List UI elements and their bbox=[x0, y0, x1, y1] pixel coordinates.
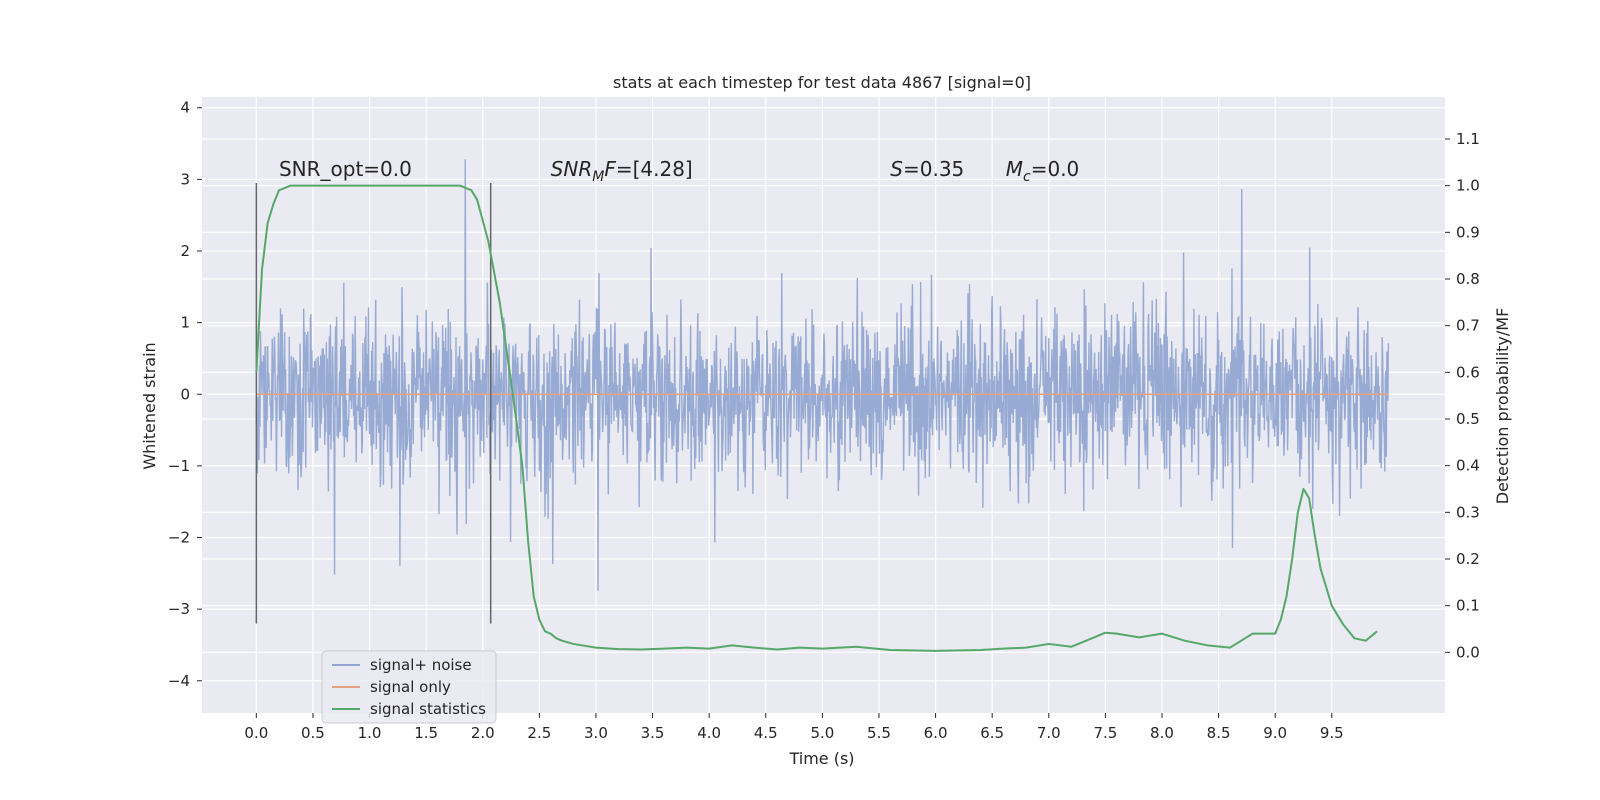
y-tick-label: 3 bbox=[180, 170, 190, 188]
x-tick-label: 9.5 bbox=[1320, 724, 1344, 742]
y-right-tick-label: 0.3 bbox=[1456, 503, 1480, 521]
y-tick-label: 4 bbox=[180, 99, 190, 117]
x-tick-label: 7.5 bbox=[1093, 724, 1117, 742]
y-tick-label: 0 bbox=[180, 385, 190, 403]
y-tick-label: −3 bbox=[168, 600, 190, 618]
x-tick-label: 5.0 bbox=[810, 724, 834, 742]
annotation-snr-mf: SNRMF=[4.28] bbox=[551, 157, 693, 185]
x-axis-ticks: 0.0 0.5 1.0 1.5 2.0 2.5 3.0 3.5 4.0 4.5 5.0 5.5 6.0 6… bbox=[244, 713, 1344, 742]
legend-box bbox=[321, 650, 497, 724]
y-axis-ticks: −4 −3 −2 −1 0 1 2 3 4 bbox=[168, 99, 202, 690]
y-right-tick-label: 1.0 bbox=[1456, 177, 1480, 195]
signal-plus-noise-line bbox=[255, 159, 1390, 591]
y-tick-label: 2 bbox=[180, 242, 190, 260]
x-tick-label: 8.5 bbox=[1207, 724, 1231, 742]
annotations: SNR_opt=0.0 SNRMF=[4.28] S=0.35 Mc=0.0 bbox=[279, 157, 1079, 185]
x-tick-label: 6.0 bbox=[924, 724, 948, 742]
y-right-tick-label: 0.9 bbox=[1456, 223, 1480, 241]
y-right-tick-label: 0.7 bbox=[1456, 317, 1480, 335]
y-right-tick-label: 0.5 bbox=[1456, 410, 1480, 428]
y-right-tick-label: 0.2 bbox=[1456, 550, 1480, 568]
series-signal-statistics bbox=[255, 184, 1378, 652]
x-tick-label: 3.0 bbox=[584, 724, 608, 742]
x-tick-label: 1.0 bbox=[358, 724, 382, 742]
y-tick-label: −2 bbox=[168, 529, 190, 547]
signal-statistics-line bbox=[255, 184, 1378, 652]
x-tick-label: 2.5 bbox=[527, 724, 551, 742]
y-right-tick-label: 0.0 bbox=[1456, 643, 1480, 661]
x-tick-label: 8.0 bbox=[1150, 724, 1174, 742]
annotation-mc: Mc=0.0 bbox=[1006, 157, 1080, 185]
y-tick-label: 1 bbox=[180, 314, 190, 332]
y-right-tick-label: 0.6 bbox=[1456, 363, 1480, 381]
y-axis-label: Whitened strain bbox=[140, 342, 159, 469]
x-tick-label: 7.0 bbox=[1037, 724, 1061, 742]
x-tick-label: 4.0 bbox=[697, 724, 721, 742]
x-tick-label: 5.5 bbox=[867, 724, 891, 742]
legend-label: signal+ noise bbox=[370, 656, 472, 674]
annotation-s: S=0.35 bbox=[890, 157, 964, 181]
legend: signal+ noise signal only signal statistic… bbox=[321, 650, 497, 724]
y-right-tick-label: 0.1 bbox=[1456, 597, 1480, 615]
y-right-tick-label: 1.1 bbox=[1456, 130, 1480, 148]
x-tick-label: 3.5 bbox=[641, 724, 665, 742]
y-right-axis-label: Detection probability/MF bbox=[1493, 308, 1512, 505]
x-tick-label: 9.0 bbox=[1263, 724, 1287, 742]
legend-label: signal only bbox=[370, 678, 451, 696]
y-tick-label: −4 bbox=[168, 672, 190, 690]
y-right-tick-label: 0.8 bbox=[1456, 270, 1480, 288]
y-right-tick-label: 0.4 bbox=[1456, 457, 1480, 475]
y-tick-label: −1 bbox=[168, 457, 190, 475]
y-right-axis-ticks: 0.0 0.1 0.2 0.3 0.4 0.5 0.6 0.7 0.8 0.9 1.0 1.1 bbox=[1445, 130, 1480, 661]
chart-title: stats at each timestep for test data 486… bbox=[613, 73, 1031, 92]
x-axis-label: Time (s) bbox=[788, 749, 854, 768]
x-tick-label: 0.5 bbox=[301, 724, 325, 742]
x-tick-label: 1.5 bbox=[414, 724, 438, 742]
x-tick-label: 2.0 bbox=[471, 724, 495, 742]
x-tick-label: 4.5 bbox=[754, 724, 778, 742]
series-signal-plus-noise bbox=[255, 159, 1390, 591]
x-tick-label: 6.5 bbox=[980, 724, 1004, 742]
x-tick-label: 0.0 bbox=[244, 724, 268, 742]
legend-label: signal statistics bbox=[370, 700, 486, 718]
annotation-snr-opt: SNR_opt=0.0 bbox=[279, 157, 412, 181]
